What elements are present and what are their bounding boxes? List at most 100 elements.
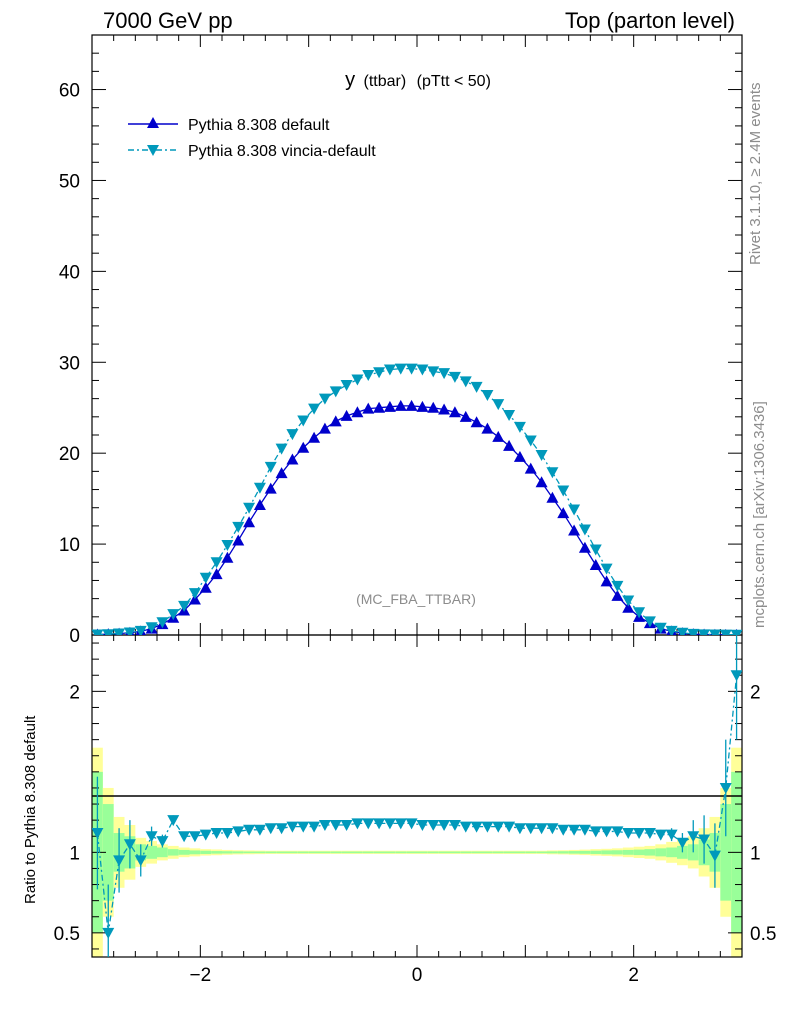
point-vincia [730,629,742,635]
point-default [232,534,245,546]
ratio-point-vincia [232,826,245,838]
band-green [514,851,526,854]
point-vincia [687,628,700,635]
point-default [568,524,581,536]
band-green [666,847,677,858]
band-green [102,804,114,901]
point-vincia [373,367,386,379]
ratio-point-vincia [178,831,191,843]
ratio-point-vincia [448,819,461,831]
point-default [351,406,364,418]
point-vincia [92,629,104,635]
band-green [384,851,396,854]
ratio-point-vincia [481,821,494,833]
ratio-point-vincia [524,823,537,835]
point-default [243,516,256,528]
point-vincia [362,370,375,381]
band-green [330,851,342,854]
plot-title: y (ttbar) (pTtt < 50) [345,69,491,91]
point-default [459,410,472,422]
band-green [492,851,504,854]
ratio-point-vincia [416,819,429,831]
header-level: Top (parton level) [565,8,735,33]
ratio-point-vincia [102,927,115,939]
point-default [535,476,548,488]
point-default [416,400,429,412]
point-default [340,409,353,421]
band-green [427,851,439,854]
point-vincia [199,572,212,584]
band-green [525,851,537,854]
band-green [167,849,179,856]
point-vincia [470,381,483,393]
ratio-series-layer [92,635,742,957]
main-series-layer [92,363,742,635]
y-tick-label: 10 [59,535,80,556]
point-vincia [438,368,451,380]
point-default [264,482,277,494]
plot-title-main: y [345,69,355,91]
ratio-point-vincia [243,824,256,836]
point-vincia [275,443,288,455]
point-default [383,400,396,412]
ratio-point-vincia [719,782,732,794]
band-green [178,849,190,855]
band-green [352,851,363,854]
point-default [362,402,375,414]
band-green [254,851,266,854]
ratio-point-vincia [351,818,364,830]
point-vincia [264,461,277,473]
ratio-point-vincia [286,821,299,833]
band-green [536,851,547,854]
legend: Pythia 8.308 default Pythia 8.308 vincia… [128,117,376,160]
y-tick-label: 50 [59,171,80,192]
point-default [622,601,635,613]
band-green [319,851,331,854]
band-green [308,851,320,854]
point-vincia [676,627,689,635]
ratio-y-tick-label-right: 1 [750,843,761,864]
ratio-point-vincia [438,819,451,831]
ratio-point-vincia [167,815,180,827]
ratio-point-vincia [708,850,721,862]
ratio-point-vincia [578,824,591,836]
point-vincia [557,485,570,497]
band-green [222,851,233,854]
ratio-point-vincia [308,821,321,833]
point-vincia [698,629,711,635]
ratio-uncertainty-bands [92,747,742,957]
ratio-point-vincia [221,828,234,840]
point-vincia [351,374,364,386]
point-vincia [102,629,115,635]
ratio-point-vincia [123,839,136,851]
point-vincia [492,399,505,411]
band-green [265,851,277,854]
point-vincia [156,617,169,629]
ratio-point-vincia [405,818,418,830]
band-green [276,851,287,854]
band-green [460,851,472,854]
point-default [513,450,526,462]
ratio-point-vincia [156,836,169,848]
ratio-point-vincia [113,855,126,867]
legend-marker-default [147,117,159,128]
ratio-point-vincia [643,828,656,840]
point-default [557,507,570,519]
point-default [297,441,310,453]
point-default [221,551,234,563]
y-tick-label: 30 [59,353,80,374]
band-green [395,851,407,854]
ratio-y-tick-label-right: 2 [750,682,761,703]
band-green [568,851,580,854]
point-default [275,467,288,479]
band-green [211,851,222,854]
legend-marker-vincia [147,145,159,156]
band-green [373,851,385,854]
point-default [470,416,483,428]
point-vincia [318,393,331,405]
band-green [720,804,732,901]
band-green [655,848,667,857]
band-green [362,851,374,854]
ratio-y-tick-label: 0.5 [54,924,80,945]
